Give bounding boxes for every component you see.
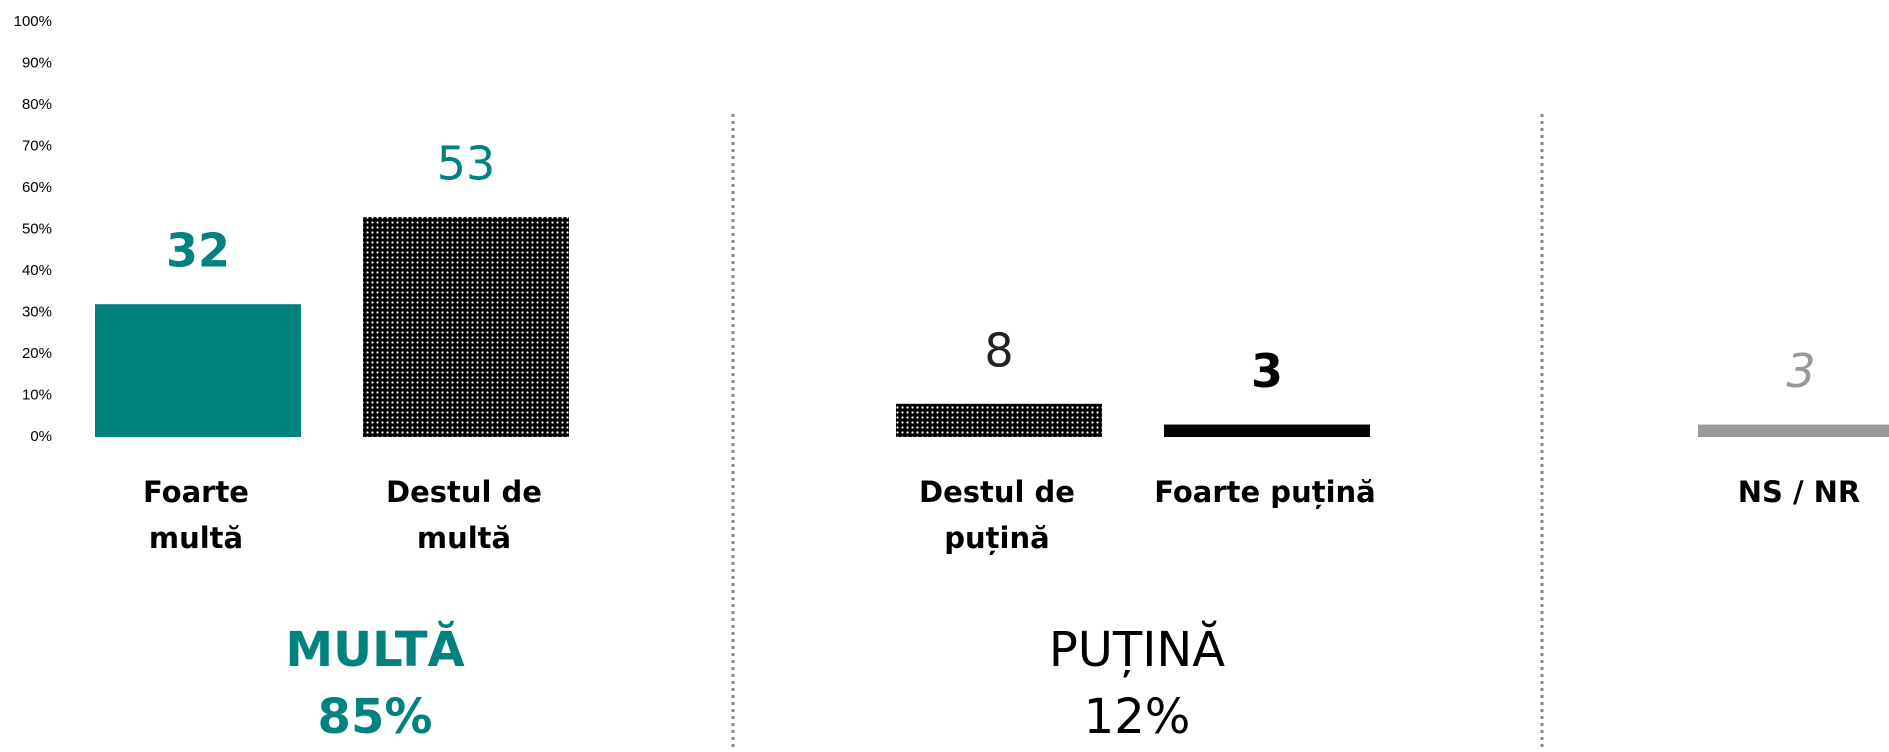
value-label: 3 (1786, 344, 1815, 398)
value-label: 53 (437, 137, 496, 191)
y-tick-label: 90% (22, 54, 52, 71)
y-tick-label: 40% (22, 262, 52, 279)
x-tick-label: Foarte puțină (1154, 475, 1375, 509)
x-tick-label: Destul de (919, 475, 1075, 509)
group-name: MULTĂ (285, 621, 464, 678)
group-total: 12% (1084, 689, 1191, 745)
bar (896, 403, 1102, 437)
x-tick-label: Destul de (386, 475, 542, 509)
y-tick-label: 60% (22, 179, 52, 196)
bar (1164, 424, 1370, 437)
group-total: 85% (318, 689, 433, 745)
y-tick-label: 70% (22, 137, 52, 154)
value-label: 3 (1251, 344, 1283, 398)
y-tick-label: 100% (14, 13, 52, 30)
x-tick-label: Foarte (143, 475, 249, 509)
bar (95, 304, 301, 437)
value-label: 8 (984, 323, 1013, 377)
x-tick-label: multă (417, 521, 511, 555)
y-tick-label: 80% (22, 96, 52, 113)
x-tick-label: multă (149, 521, 243, 555)
bar (363, 217, 569, 437)
y-tick-label: 50% (22, 220, 52, 237)
y-tick-label: 10% (22, 386, 52, 403)
y-tick-label: 20% (22, 345, 52, 362)
bar (1698, 424, 1889, 437)
x-tick-label: puțină (944, 521, 1049, 555)
group-name: PUȚINĂ (1049, 620, 1225, 678)
y-tick-label: 0% (30, 428, 52, 445)
y-tick-label: 30% (22, 303, 52, 320)
x-tick-label: NS / NR (1738, 475, 1861, 509)
value-label: 32 (166, 224, 230, 278)
